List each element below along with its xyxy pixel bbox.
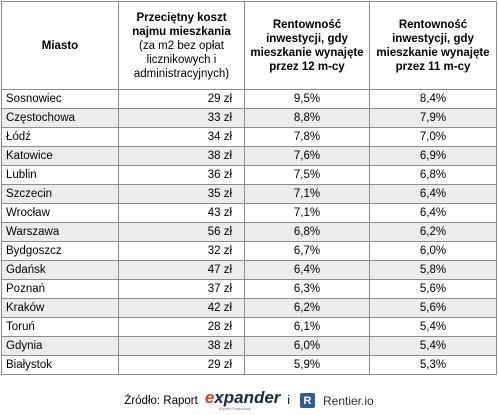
cell-yield-11: 6,0% <box>369 241 497 261</box>
header-city: Miasto <box>1 1 119 90</box>
table-row: Bydgoszcz 32 zł 6,7% 6,0% <box>1 241 497 261</box>
cell-cost: 43 zł <box>118 203 245 223</box>
rentier-name: Rentier.io <box>322 393 374 408</box>
cell-city: Wrocław <box>1 203 119 223</box>
cell-yield-11: 5,4% <box>369 336 497 356</box>
table-body: Sosnowiec 29 zł 9,5% 8,4% Częstochowa 33 zł 8,… <box>1 89 497 375</box>
cell-city: Lublin <box>1 165 119 185</box>
cell-cost: 29 zł <box>118 355 245 375</box>
cell-yield-12: 6,8% <box>244 222 370 242</box>
cell-yield-11: 5,8% <box>369 260 497 280</box>
cell-city: Gdynia <box>1 336 119 356</box>
cell-yield-11: 5,4% <box>369 317 497 337</box>
cell-yield-11: 6,4% <box>369 203 497 223</box>
table-header-row: Miasto Przeciętny koszt najmu mieszkania… <box>1 1 497 90</box>
cell-yield-11: 6,8% <box>369 165 497 185</box>
cell-cost: 35 zł <box>118 184 245 204</box>
cell-city: Gdańsk <box>1 260 119 280</box>
cell-city: Białystok <box>1 355 119 375</box>
cell-yield-11: 5,6% <box>369 298 497 318</box>
cell-yield-12: 7,1% <box>244 184 370 204</box>
cell-cost: 33 zł <box>118 108 245 128</box>
header-cost-sub: (za m2 bez opłat licznikowych i administ… <box>133 39 230 80</box>
cell-city: Warszawa <box>1 222 119 242</box>
cell-cost: 42 zł <box>118 298 245 318</box>
cell-yield-11: 5,3% <box>369 355 497 375</box>
table-row: Lublin 36 zł 7,5% 6,8% <box>1 165 497 185</box>
cell-city: Częstochowa <box>1 108 119 128</box>
cell-yield-11: 7,9% <box>369 108 497 128</box>
cell-yield-11: 6,9% <box>369 146 497 166</box>
cell-yield-12: 7,6% <box>244 146 370 166</box>
cell-cost: 29 zł <box>118 89 245 109</box>
cell-yield-12: 7,5% <box>244 165 370 185</box>
cell-yield-12: 5,9% <box>244 355 370 375</box>
table-row: Gdańsk 47 zł 6,4% 5,8% <box>1 260 497 280</box>
source-footer: Źródło: Raport expander Expert Finansowy… <box>0 386 498 415</box>
table-row: Białystok 29 zł 5,9% 5,3% <box>1 355 497 375</box>
cell-city: Sosnowiec <box>1 89 119 109</box>
rentier-logo-icon: R <box>299 393 315 408</box>
cell-yield-12: 7,8% <box>244 127 370 147</box>
source-label: Źródło: Raport <box>124 394 198 407</box>
cell-yield-11: 8,4% <box>369 89 497 109</box>
cell-yield-12: 7,1% <box>244 203 370 223</box>
cell-yield-12: 6,2% <box>244 298 370 318</box>
cell-city: Łódź <box>1 127 119 147</box>
table-row: Szczecin 35 zł 7,1% 6,4% <box>1 184 497 204</box>
cell-yield-11: 5,6% <box>369 279 497 299</box>
table-row: Gdynia 38 zł 6,0% 5,4% <box>1 336 497 356</box>
cell-city: Kraków <box>1 298 119 318</box>
cell-yield-12: 6,0% <box>244 336 370 356</box>
and-text: i <box>287 394 290 407</box>
table-row: Toruń 28 zł 6,1% 5,4% <box>1 317 497 337</box>
cell-yield-12: 6,3% <box>244 279 370 299</box>
rentability-table: Miasto Przeciętny koszt najmu mieszkania… <box>1 1 497 375</box>
cell-cost: 36 zł <box>118 165 245 185</box>
cell-yield-12: 6,1% <box>244 317 370 337</box>
cell-yield-12: 6,7% <box>244 241 370 261</box>
table-row: Łódź 34 zł 7,8% 7,0% <box>1 127 497 147</box>
cell-cost: 38 zł <box>118 336 245 356</box>
cell-cost: 37 zł <box>118 279 245 299</box>
cell-yield-11: 6,2% <box>369 222 497 242</box>
cell-cost: 32 zł <box>118 241 245 261</box>
table-row: Poznań 37 zł 6,3% 5,6% <box>1 279 497 299</box>
cell-cost: 34 zł <box>118 127 245 147</box>
table-row: Katowice 38 zł 7,6% 6,9% <box>1 146 497 166</box>
cell-cost: 47 zł <box>118 260 245 280</box>
cell-city: Toruń <box>1 317 119 337</box>
header-cost: Przeciętny koszt najmu mieszkania (za m2… <box>118 1 245 90</box>
table-row: Warszawa 56 zł 6,8% 6,2% <box>1 222 497 242</box>
header-yield-12: Rentowność inwestycji, gdy mieszkanie wy… <box>244 1 370 90</box>
table-row: Częstochowa 33 zł 8,8% 7,9% <box>1 108 497 128</box>
cell-yield-11: 7,0% <box>369 127 497 147</box>
cell-cost: 28 zł <box>118 317 245 337</box>
cell-city: Poznań <box>1 279 119 299</box>
cell-city: Szczecin <box>1 184 119 204</box>
header-yield-11: Rentowność inwestycji, gdy mieszkanie wy… <box>369 1 497 90</box>
cell-cost: 56 zł <box>118 222 245 242</box>
cell-yield-12: 6,4% <box>244 260 370 280</box>
cell-city: Bydgoszcz <box>1 241 119 261</box>
cell-city: Katowice <box>1 146 119 166</box>
expander-logo: expander Expert Finansowy <box>204 388 281 411</box>
table-row: Kraków 42 zł 6,2% 5,6% <box>1 298 497 318</box>
table-row: Wrocław 43 zł 7,1% 6,4% <box>1 203 497 223</box>
table-row: Sosnowiec 29 zł 9,5% 8,4% <box>1 89 497 109</box>
cell-yield-11: 6,4% <box>369 184 497 204</box>
header-cost-main: Przeciętny koszt najmu mieszkania <box>132 11 231 38</box>
cell-yield-12: 8,8% <box>244 108 370 128</box>
cell-yield-12: 9,5% <box>244 89 370 109</box>
cell-cost: 38 zł <box>118 146 245 166</box>
